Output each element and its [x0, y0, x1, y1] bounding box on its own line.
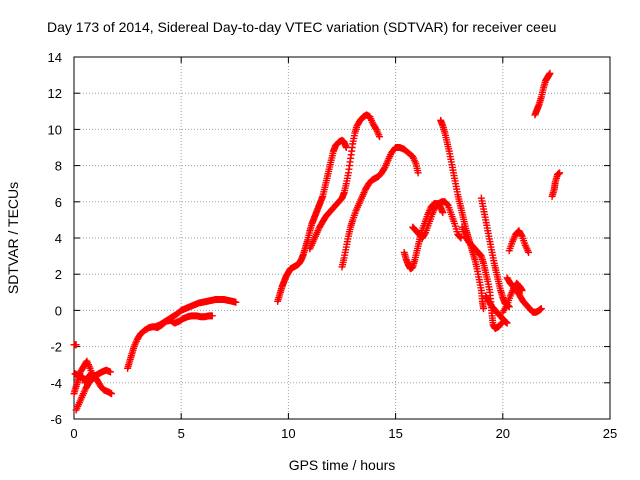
data-point — [443, 201, 451, 209]
y-tick-label: 14 — [48, 50, 62, 65]
x-tick-label: 15 — [388, 426, 402, 441]
data-point — [376, 133, 384, 141]
x-tick-label: 0 — [70, 426, 77, 441]
x-tick-label: 5 — [178, 426, 185, 441]
data-point — [232, 298, 240, 306]
data-point — [517, 231, 525, 239]
grid-lines — [74, 57, 610, 419]
x-tick-labels: 0 5 10 15 20 25 — [70, 426, 617, 441]
data-point — [546, 69, 554, 77]
data-point — [497, 320, 505, 328]
y-tick-label: 2 — [55, 267, 62, 282]
data-point — [372, 124, 379, 132]
y-tick-label: 8 — [55, 159, 62, 174]
data-point — [439, 209, 447, 217]
data-point — [421, 230, 429, 238]
chart-title: Day 173 of 2014, Sidereal Day-to-day VTE… — [47, 19, 556, 35]
y-tick-label: 6 — [55, 195, 62, 210]
data-point — [342, 144, 350, 151]
axis-ticks — [73, 56, 611, 420]
y-tick-label: -6 — [50, 412, 62, 427]
data-point — [456, 233, 464, 241]
data-point — [72, 341, 80, 349]
x-tick-label: 20 — [496, 426, 510, 441]
y-axis-label: SDTVAR / TECUs — [5, 182, 21, 294]
y-tick-labels: -6 -4 -2 0 2 4 6 8 10 12 14 — [48, 50, 62, 427]
data-point — [414, 169, 422, 177]
y-tick-label: -4 — [50, 376, 62, 391]
y-tick-label: 0 — [55, 303, 62, 318]
data-point — [537, 305, 545, 313]
data-point — [108, 390, 116, 398]
data-point — [525, 248, 533, 256]
data-point — [480, 305, 488, 313]
data-point — [503, 319, 511, 327]
data-point — [208, 312, 216, 320]
y-tick-label: 10 — [48, 122, 62, 137]
data-markers — [70, 69, 564, 414]
data-point — [556, 169, 564, 177]
x-tick-label: 10 — [281, 426, 295, 441]
y-tick-label: 4 — [55, 231, 62, 246]
data-point — [380, 165, 388, 173]
y-tick-label: -2 — [50, 340, 62, 355]
x-axis-label: GPS time / hours — [289, 457, 396, 473]
x-tick-label: 25 — [603, 426, 617, 441]
y-tick-label: 12 — [48, 86, 62, 101]
data-point — [106, 368, 114, 376]
